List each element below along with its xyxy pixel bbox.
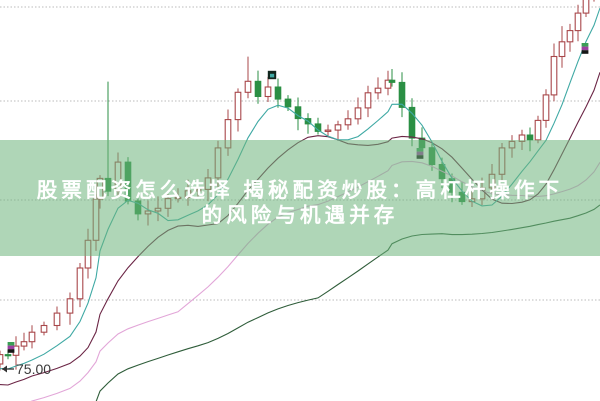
svg-text:75.00: 75.00 xyxy=(16,361,51,377)
